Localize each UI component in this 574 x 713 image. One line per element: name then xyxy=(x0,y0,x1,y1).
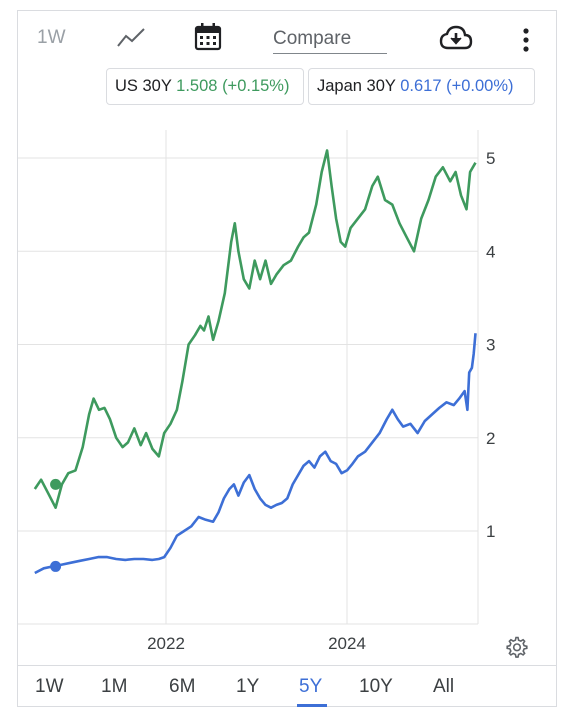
series-line-japan-30y xyxy=(34,333,477,575)
legend-us-change: (+0.15%) xyxy=(222,77,290,95)
range-button-6m[interactable]: 6M xyxy=(169,676,196,697)
chart-card xyxy=(17,10,557,707)
x-tick-label: 2024 xyxy=(328,634,366,653)
legend-chip-japan[interactable]: Japan 30Y 0.617 (+0.00%) xyxy=(308,68,535,105)
line-chart-icon[interactable] xyxy=(116,26,146,50)
range-button-1y[interactable]: 1Y xyxy=(236,676,260,697)
legend-jp-change: (+0.00%) xyxy=(446,77,514,95)
range-button-1w[interactable]: 1W xyxy=(35,676,64,697)
legend-jp-name: Japan 30Y xyxy=(317,77,396,95)
active-range-indicator xyxy=(297,704,327,707)
series-marker xyxy=(50,560,62,572)
y-tick-label: 2 xyxy=(486,429,495,448)
range-button-1m[interactable]: 1M xyxy=(101,676,128,697)
series-marker xyxy=(50,478,62,490)
legend-jp-value: 0.617 xyxy=(400,77,442,95)
cloud-download-icon[interactable] xyxy=(439,24,473,52)
yield-chart[interactable]: 1 2 3 4 5 2022 2024 xyxy=(0,0,574,665)
gear-icon[interactable] xyxy=(505,635,529,659)
legend-chip-us[interactable]: US 30Y 1.508 (+0.15%) xyxy=(106,68,304,105)
chart-toolbar: 1W xyxy=(0,0,574,60)
range-button-10y[interactable]: 10Y xyxy=(359,676,393,697)
y-tick-label: 3 xyxy=(486,336,495,355)
period-selector[interactable]: 1W xyxy=(37,27,66,48)
range-button-all[interactable]: All xyxy=(433,676,455,697)
more-vert-icon[interactable] xyxy=(516,26,536,54)
x-tick-label: 2022 xyxy=(147,634,185,653)
range-button-5y[interactable]: 5Y xyxy=(299,676,323,697)
calendar-icon[interactable] xyxy=(194,22,222,52)
y-tick-label: 5 xyxy=(486,149,495,168)
compare-field[interactable] xyxy=(273,26,387,54)
y-tick-label: 1 xyxy=(486,522,495,541)
legend-us-name: US 30Y xyxy=(115,77,172,95)
time-range-bar: 1W 1M 6M 1Y 5Y 10Y All xyxy=(18,665,556,707)
series-line-us-30y xyxy=(33,149,477,510)
compare-input[interactable] xyxy=(273,26,387,50)
legend-us-value: 1.508 xyxy=(176,77,218,95)
y-tick-label: 4 xyxy=(486,242,495,261)
